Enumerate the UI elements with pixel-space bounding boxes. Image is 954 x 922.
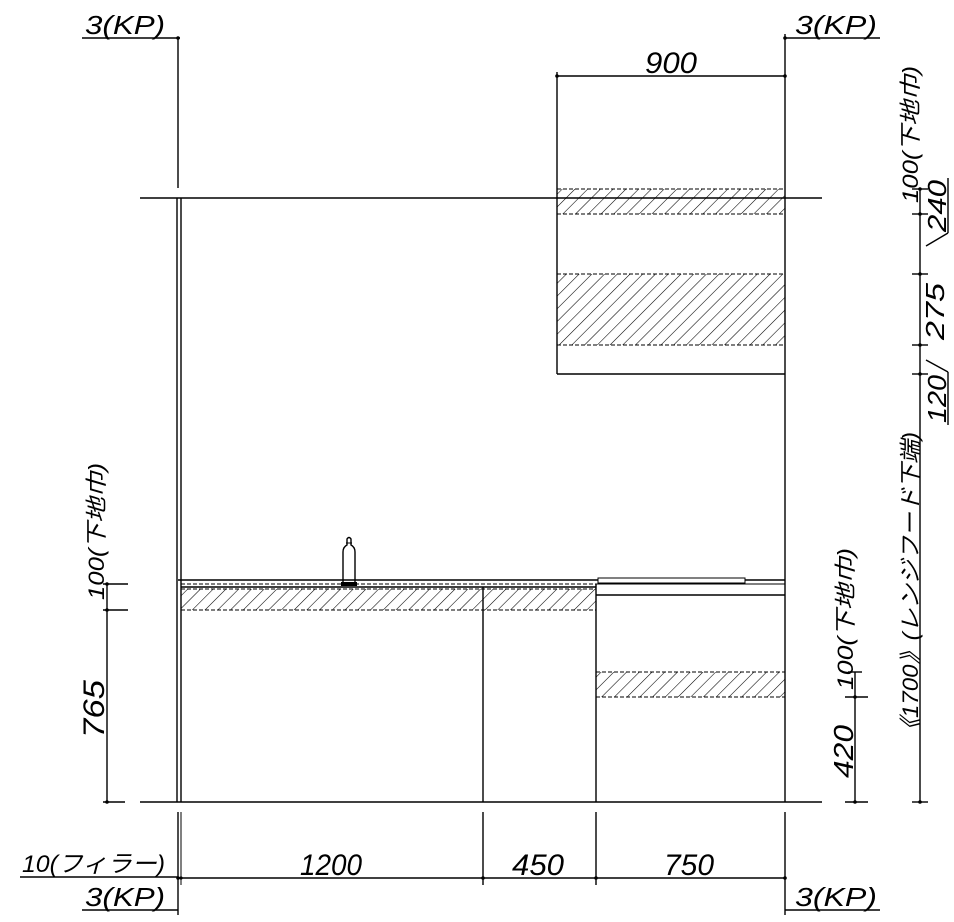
inner-right-height-label: 420 [828, 725, 859, 778]
far-right-dot-2 [918, 212, 922, 216]
grid-reference-bottom-right: 3(KP) [785, 882, 880, 912]
bottom-dimensions: 1200 450 750 10(フィラー) [20, 812, 787, 915]
base-cabinets [178, 577, 785, 802]
faucet-base [341, 582, 357, 586]
far-right-dot-3 [918, 272, 922, 276]
far-right-dot-4 [918, 343, 922, 347]
far-right-substrate-label: 100(下地巾) [898, 66, 923, 203]
segment-240-leader-diagonal [925, 232, 949, 247]
grid-reference-bottom-left: 3(KP) [82, 882, 178, 912]
upper-cabinet [556, 72, 785, 375]
segment-120-label: 120 [922, 374, 952, 423]
filler-label: 10(フィラー) [22, 851, 165, 878]
faucet [341, 536, 357, 586]
grid-ref-label-top-left: 3(KP) [85, 10, 165, 40]
width-750-label: 750 [664, 849, 714, 882]
bottom-dimension-dot-5 [783, 876, 787, 880]
bottom-dimension-dot-4 [594, 876, 598, 880]
inner-right-dimensions: 100(下地巾) 420 [828, 548, 868, 804]
bottom-dimension-dot-2 [179, 876, 183, 880]
segment-240-label: 240 [922, 179, 952, 233]
inner-right-substrate-label: 100(下地巾) [833, 548, 858, 690]
grid-ref-label-top-right: 3(KP) [795, 10, 877, 40]
top-dimension-label: 900 [645, 47, 697, 80]
cooktop [597, 577, 746, 584]
grid-ref-label-bottom-left: 3(KP) [85, 882, 165, 912]
inner-right-dimension-dot-bottom [853, 800, 857, 804]
left-dimension-dot-top [105, 582, 109, 586]
left-dimensions: 100(下地巾) 765 [78, 463, 128, 804]
top-dimension: 900 [555, 47, 787, 80]
counter-substrate-hatch [181, 589, 596, 610]
far-right-dot-6 [918, 800, 922, 804]
bottom-dimension-dot-3 [481, 876, 485, 880]
far-right-dot-1 [918, 187, 922, 191]
faucet-body [342, 536, 356, 584]
grid-reference-top-right: 3(KP) [783, 10, 880, 40]
left-dimension-dot-bottom [105, 800, 109, 804]
upper-substrate-hatch [557, 189, 785, 214]
grid-reference-top-left: 3(KP) [82, 10, 180, 188]
far-right-dot-5 [918, 372, 922, 376]
far-right-dimensions: 100(下地巾) 240 275 120 《1700》(レンジフード下端) [898, 66, 952, 804]
hood-substrate-hatch [557, 274, 785, 345]
hood-bottom-label: 《1700》(レンジフード下端) [898, 432, 923, 742]
range-substrate-hatch [596, 672, 785, 697]
counter-height-label: 765 [78, 680, 111, 738]
grid-ref-dot-top-left [176, 36, 180, 40]
width-1200-label: 1200 [300, 849, 362, 882]
grid-ref-label-bottom-right: 3(KP) [795, 882, 877, 912]
inner-right-dimension-dot-mid [853, 695, 857, 699]
width-450-label: 450 [512, 849, 564, 882]
segment-120-leader-diagonal [925, 359, 949, 373]
segment-275-label: 275 [920, 282, 950, 341]
left-substrate-label: 100(下地巾) [84, 463, 109, 600]
left-dimension-dot-mid [105, 608, 109, 612]
